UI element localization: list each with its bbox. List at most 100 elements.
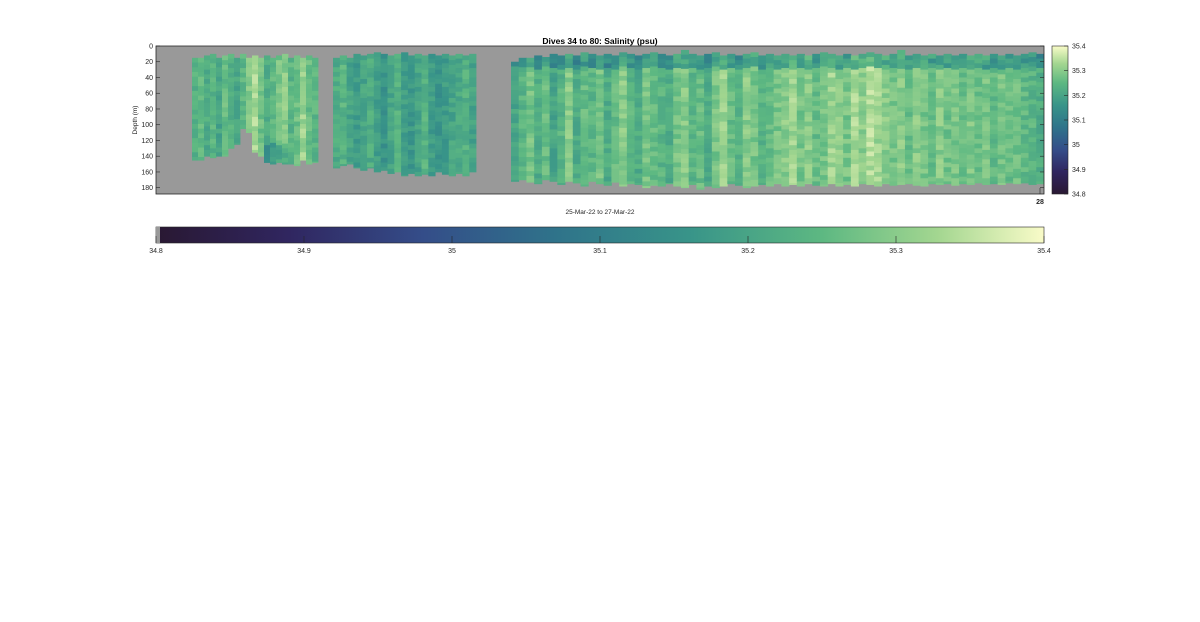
heatmap-cell: [966, 164, 975, 170]
heatmap-cell: [765, 176, 775, 182]
heatmap-cell: [448, 168, 456, 174]
heatmap-cell: [380, 96, 388, 102]
heatmap-cell: [974, 153, 983, 159]
heatmap-cell: [680, 172, 690, 178]
heatmap-cell: [1005, 77, 1014, 83]
heatmap-cell: [541, 108, 551, 115]
heatmap-cell: [904, 140, 914, 146]
heatmap-cell: [796, 129, 805, 135]
heatmap-cell: [611, 79, 620, 85]
heatmap-cell: [373, 137, 382, 143]
heatmap-cell: [781, 82, 790, 88]
heatmap-cell: [920, 79, 929, 85]
heatmap-cell: [781, 129, 790, 135]
heatmap-cell: [565, 171, 574, 178]
heatmap-cell: [373, 160, 382, 167]
heatmap-cell: [750, 94, 759, 100]
heatmap-cell: [912, 153, 921, 159]
heatmap-cell: [665, 135, 674, 141]
heatmap-cell: [333, 123, 341, 130]
heatmap-cell: [246, 114, 253, 120]
heatmap-cell: [572, 116, 581, 122]
heatmap-cell: [665, 107, 674, 113]
heatmap-cell: [773, 102, 782, 108]
heatmap-cell: [294, 97, 301, 104]
heatmap-cell: [572, 102, 581, 108]
heatmap-cell: [394, 115, 402, 121]
heatmap-cell: [441, 53, 450, 59]
heatmap-cell: [696, 168, 705, 174]
heatmap-cell: [626, 143, 635, 149]
heatmap-cell: [435, 69, 443, 75]
heatmap-cell: [565, 82, 574, 88]
y-tick-label: 0: [149, 44, 153, 51]
heatmap-cell: [742, 167, 751, 173]
heatmap-cell: [642, 105, 651, 111]
heatmap-cell: [276, 107, 283, 113]
heatmap-cell: [455, 134, 463, 140]
heatmap-cell: [843, 129, 852, 135]
heatmap-cell: [711, 123, 720, 129]
heatmap-cell: [680, 134, 690, 141]
heatmap-cell: [711, 160, 720, 167]
heatmap-cell: [835, 55, 844, 61]
heatmap-cell: [951, 97, 960, 104]
heatmap-cell: [989, 148, 999, 154]
heatmap-cell: [773, 116, 782, 122]
heatmap-cell: [455, 124, 463, 130]
heatmap-cell: [414, 153, 422, 159]
heatmap-cell: [758, 69, 767, 75]
heatmap-cell: [394, 82, 402, 88]
heatmap-cell: [264, 64, 271, 71]
heatmap-cell: [773, 60, 782, 66]
heatmap-cell: [469, 134, 477, 140]
heatmap-cell: [843, 157, 852, 163]
heatmap-cell: [827, 110, 836, 116]
heatmap-cell: [588, 171, 597, 178]
heatmap-cell: [210, 58, 217, 64]
heatmap-cell: [1020, 162, 1029, 168]
heatmap-cell: [448, 145, 456, 151]
heatmap-cell: [711, 61, 720, 67]
heatmap-cell: [353, 82, 361, 88]
heatmap-cell: [192, 105, 199, 111]
heatmap-cell: [394, 58, 402, 64]
heatmap-cell: [1005, 129, 1014, 135]
heatmap-cell: [346, 161, 354, 165]
heatmap-cell: [534, 182, 543, 185]
heatmap-cell: [951, 149, 960, 156]
heatmap-cell: [228, 58, 235, 64]
heatmap-cell: [565, 86, 574, 93]
heatmap-cell: [198, 67, 205, 73]
heatmap-cell: [373, 85, 382, 91]
profile-column: [982, 55, 991, 185]
heatmap-cell: [407, 112, 416, 118]
heatmap-cell: [588, 72, 597, 78]
heatmap-cell: [665, 178, 674, 184]
heatmap-cell: [246, 67, 253, 73]
heatmap-cell: [1005, 162, 1014, 168]
heatmap-cell: [1036, 101, 1044, 107]
heatmap-cell: [394, 148, 402, 154]
heatmap-cell: [858, 72, 867, 78]
profile-column: [1028, 52, 1037, 185]
heatmap-cell: [1028, 142, 1037, 148]
heatmap-cell: [346, 152, 354, 158]
heatmap-cell: [603, 86, 612, 93]
heatmap-cell: [650, 146, 659, 152]
heatmap-cell: [367, 77, 375, 83]
heatmap-cell: [634, 154, 643, 160]
heatmap-cell: [611, 55, 620, 61]
heatmap-cell: [765, 72, 775, 78]
heatmap-cell: [306, 97, 313, 104]
heatmap-cell: [673, 138, 682, 145]
heatmap-cell: [781, 181, 790, 187]
heatmap-cell: [469, 68, 477, 74]
heatmap-cell: [642, 63, 651, 69]
heatmap-cell: [680, 168, 690, 174]
heatmap-cell: [258, 67, 265, 73]
profile-column: [881, 55, 890, 185]
heatmap-cell: [874, 153, 883, 159]
heatmap-cell: [380, 143, 388, 149]
heatmap-cell: [421, 64, 429, 71]
